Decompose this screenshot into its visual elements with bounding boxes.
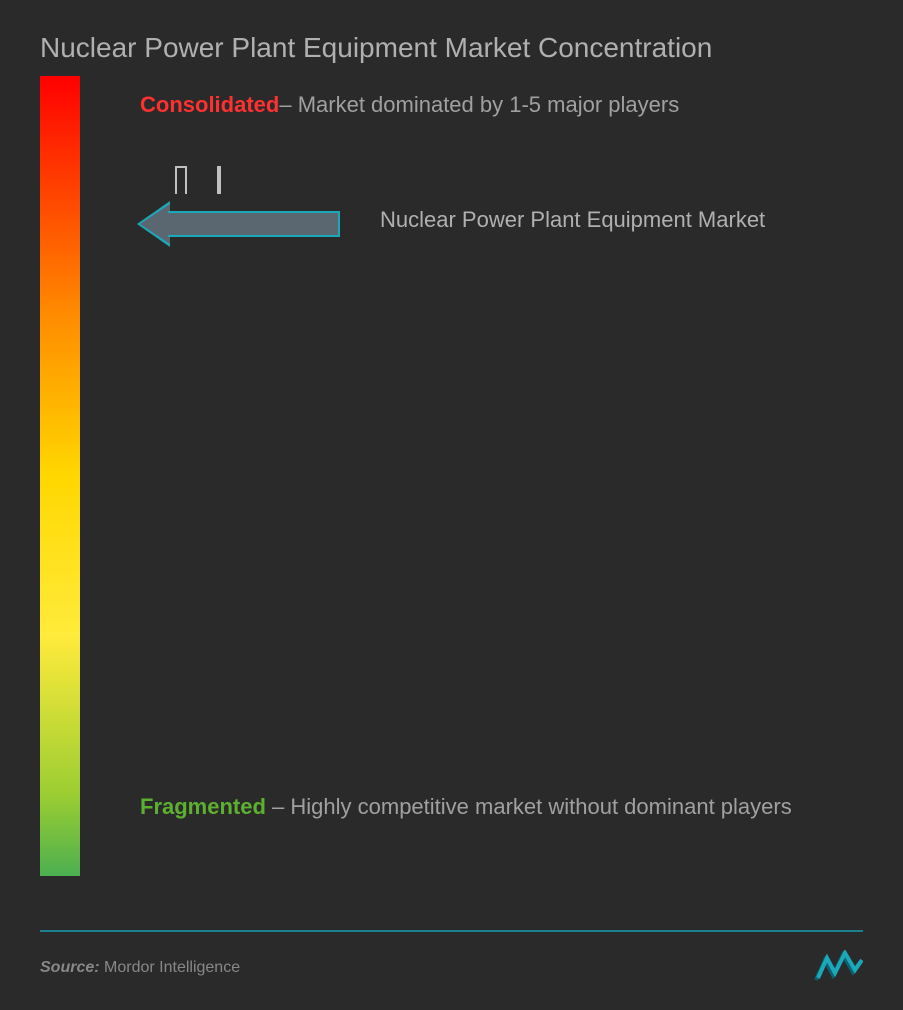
main-area: Consolidated– Market dominated by 1-5 ma… bbox=[40, 76, 863, 876]
brand-logo bbox=[813, 950, 863, 985]
arrow-body bbox=[168, 211, 340, 237]
consolidated-text: – Market dominated by 1-5 major players bbox=[279, 92, 679, 117]
marker-arrow-container bbox=[140, 204, 340, 244]
tick-1 bbox=[185, 166, 187, 194]
marker-label: Nuclear Power Plant Equipment Market bbox=[380, 201, 765, 238]
concentration-scale-bar bbox=[40, 76, 80, 876]
infographic-container: Nuclear Power Plant Equipment Market Con… bbox=[0, 0, 903, 1010]
consolidated-label: Consolidated– Market dominated by 1-5 ma… bbox=[140, 81, 823, 129]
marker-arrow bbox=[140, 204, 340, 244]
fragmented-text: – Highly competitive market without domi… bbox=[266, 794, 792, 819]
tick-3 bbox=[175, 166, 177, 194]
marker-ticks-group bbox=[175, 166, 235, 196]
arrow-head-icon bbox=[140, 204, 170, 244]
footer: Source: Mordor Intelligence bbox=[40, 930, 863, 985]
fragmented-highlight: Fragmented bbox=[140, 794, 266, 819]
source-attribution: Source: Mordor Intelligence bbox=[40, 959, 240, 977]
page-title: Nuclear Power Plant Equipment Market Con… bbox=[40, 30, 863, 66]
consolidated-highlight: Consolidated bbox=[140, 92, 279, 117]
content-area: Consolidated– Market dominated by 1-5 ma… bbox=[140, 76, 863, 876]
marker-ticks bbox=[175, 166, 235, 196]
source-value: Mordor Intelligence bbox=[100, 959, 241, 976]
fragmented-label: Fragmented – Highly competitive market w… bbox=[140, 783, 823, 831]
logo-icon bbox=[813, 950, 863, 985]
source-label: Source: bbox=[40, 959, 100, 976]
tick-2 bbox=[217, 166, 221, 194]
